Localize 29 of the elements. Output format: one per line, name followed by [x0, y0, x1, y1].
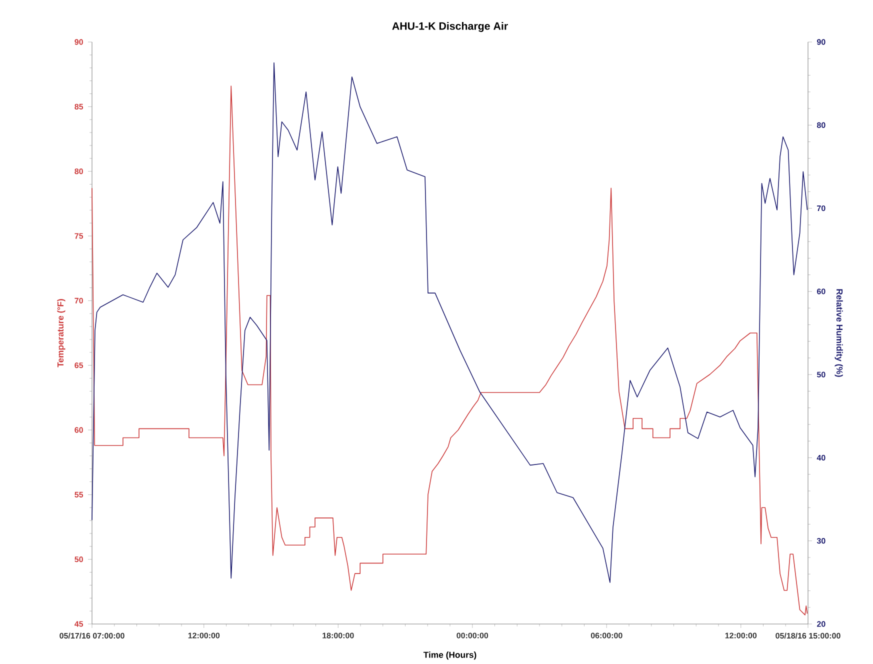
- y2-axis-title: Relative Humidity (%): [834, 289, 843, 377]
- y-tick-label: 75: [74, 233, 84, 239]
- y2-tick-label: 70: [817, 205, 826, 212]
- y-tick-label: 50: [74, 556, 83, 562]
- y-axis-title: Temperature (°F): [57, 299, 66, 368]
- y2-tick-label: 90: [816, 39, 826, 45]
- y-tick-label: 65: [74, 362, 84, 368]
- y-tick-label: 90: [74, 39, 83, 45]
- y2-tick-label: 40: [816, 454, 826, 461]
- chart-title: AHU-1-K Discharge Air: [392, 22, 508, 32]
- y-tick-label: 80: [74, 168, 83, 174]
- x-tick-label: 12:00:00: [725, 632, 757, 638]
- y2-tick-label: 50: [816, 372, 826, 378]
- x-tick-label: 06:00:00: [590, 632, 622, 638]
- y-tick-label: 85: [74, 104, 84, 110]
- x-tick-label: 05/17/16 07:00:00: [60, 632, 124, 639]
- x-tick-label: 18:00:00: [322, 632, 354, 638]
- y2-tick-label: 30: [816, 538, 826, 544]
- y-tick-label: 70: [74, 298, 83, 304]
- y2-tick-label: 80: [816, 122, 826, 128]
- y2-tick-label: 20: [816, 621, 826, 627]
- y2-tick-label: 60: [817, 288, 826, 294]
- y-tick-label: 55: [74, 492, 84, 498]
- y-tick-label: 45: [74, 621, 84, 627]
- x-axis-title: Time (Hours): [423, 652, 476, 660]
- x-tick-label: 00:00:00: [456, 632, 488, 638]
- x-tick-label: 05/18/16 15:00:00: [776, 632, 840, 639]
- y-tick-label: 60: [74, 427, 83, 433]
- x-tick-label: 12:00:00: [188, 632, 220, 638]
